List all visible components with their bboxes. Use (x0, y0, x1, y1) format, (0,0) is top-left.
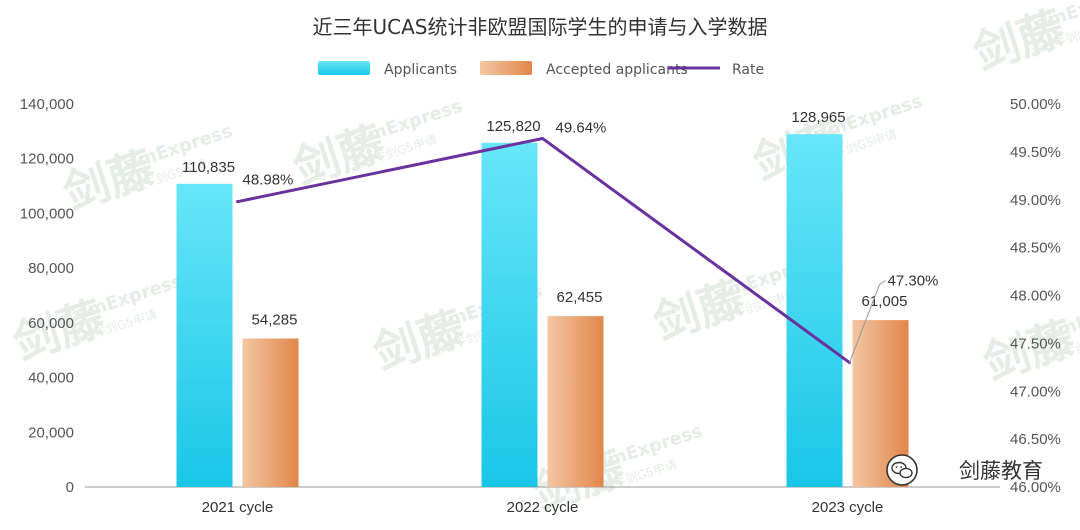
rate-point (541, 136, 544, 140)
bars (176, 134, 909, 488)
branding: 剑藤教育 (886, 454, 1043, 486)
y-left-tick-label: 0 (66, 479, 74, 496)
y-left-tick-label: 80,000 (28, 260, 74, 277)
y-left-tick-label: 20,000 (28, 424, 74, 441)
axes: 0 20,000 40,000 60,000 80,000 100,000 120,000 1… (20, 96, 1061, 516)
x-category-label: 2023 cycle (812, 499, 884, 516)
y-right-tick-label: 50.00% (1010, 96, 1061, 113)
y-right-tick-label: 49.00% (1010, 192, 1061, 209)
y-left-tick-label: 120,000 (20, 151, 74, 168)
data-label-applicants: 110,835 (182, 159, 235, 176)
legend: Applicants Accepted applicants Rate (318, 61, 764, 78)
data-label-accepted: 54,285 (252, 311, 298, 328)
legend-label-applicants: Applicants (384, 62, 457, 78)
data-label-applicants: 125,820 (486, 118, 540, 135)
y-right-tick-label: 46.50% (1010, 431, 1061, 448)
x-category-label: 2022 cycle (507, 499, 579, 516)
y-right-tick-label: 47.50% (1010, 335, 1061, 352)
data-labels: 110,835 54,285 125,820 62,455 128,965 61,005 4… (182, 109, 939, 363)
y-right-tick-label: 48.50% (1010, 240, 1061, 257)
chart-title: 近三年UCAS统计非欧盟国际学生的申请与入学数据 (313, 15, 768, 39)
bar-accepted (242, 338, 299, 487)
y-left-tick-label: 100,000 (20, 205, 74, 222)
legend-label-accepted: Accepted applicants (546, 62, 688, 78)
legend-swatch-applicants (318, 61, 370, 75)
bar-accepted (547, 316, 604, 487)
bar-applicants (176, 183, 233, 487)
y-right-tick-label: 48.00% (1010, 288, 1061, 305)
y-left-tick-label: 40,000 (28, 370, 74, 387)
data-label-rate: 49.64% (556, 119, 607, 136)
rate-label-leader (849, 280, 886, 363)
y-right-tick-label: 46.00% (1010, 479, 1061, 496)
data-label-rate: 48.98% (243, 172, 294, 189)
y-right-tick-label: 47.00% (1010, 383, 1061, 400)
legend-label-rate: Rate (732, 62, 764, 78)
x-category-label: 2021 cycle (202, 499, 274, 516)
data-label-accepted: 62,455 (557, 289, 603, 306)
legend-swatch-accepted (480, 61, 532, 75)
y-left-tick-label: 60,000 (28, 315, 74, 332)
bar-applicants (786, 134, 843, 488)
data-label-applicants: 128,965 (791, 109, 845, 126)
bar-applicants (481, 142, 538, 488)
data-label-rate: 47.30% (888, 273, 939, 290)
rate-point (236, 200, 239, 204)
y-left-tick-label: 140,000 (20, 96, 74, 113)
data-label-accepted: 61,005 (862, 293, 908, 310)
y-right-tick-label: 49.50% (1010, 144, 1061, 161)
brand-label: 剑藤教育 (959, 459, 1043, 483)
wechat-icon (886, 454, 918, 486)
